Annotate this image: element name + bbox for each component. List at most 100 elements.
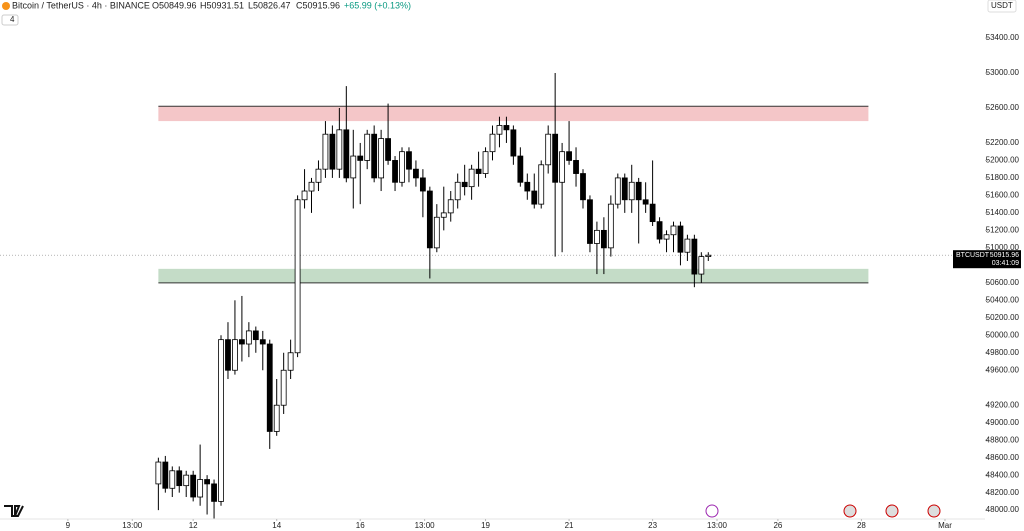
y-tick-label: 52200.00 xyxy=(986,138,1020,147)
candle-body xyxy=(642,199,649,205)
candle-body xyxy=(531,190,538,205)
candle-body xyxy=(218,339,224,502)
candle-body xyxy=(552,133,559,183)
y-tick-label: 53400.00 xyxy=(986,33,1020,42)
x-tick-label: 26 xyxy=(773,521,782,530)
candle-body xyxy=(545,133,552,166)
candle-body xyxy=(587,199,593,244)
y-tick-label: 49800.00 xyxy=(986,348,1020,357)
logo xyxy=(4,505,24,517)
candle-body xyxy=(440,212,447,218)
currency: USDT xyxy=(991,1,1013,10)
candle-body xyxy=(204,479,210,485)
ohlc-low: L50826.47 xyxy=(248,0,291,10)
y-tick-label: 52000.00 xyxy=(986,156,1020,165)
candle-body xyxy=(607,203,614,249)
candle-body xyxy=(245,330,252,345)
candle-body xyxy=(294,199,301,354)
candle-body xyxy=(308,181,315,192)
flag-icon[interactable] xyxy=(885,504,899,518)
candle-body xyxy=(419,177,426,192)
candle-body xyxy=(197,479,204,498)
x-tick-label: 13:00 xyxy=(122,521,143,530)
candle-body xyxy=(475,168,482,174)
zone xyxy=(158,268,869,283)
candle-body xyxy=(538,164,545,205)
ohlc-change: +65.99 (+0.13%) xyxy=(344,0,411,10)
x-tick-label: 19 xyxy=(481,521,490,530)
candle-body xyxy=(503,125,510,131)
candle-body xyxy=(183,474,190,487)
y-tick-label: 49600.00 xyxy=(986,365,1020,374)
candle-body xyxy=(364,133,371,161)
candle-body xyxy=(433,216,440,249)
indicator-count: 4 xyxy=(10,15,15,24)
candle-body xyxy=(273,404,280,432)
x-tick-label: 13:00 xyxy=(415,521,436,530)
y-tick-label: 51200.00 xyxy=(986,225,1020,234)
candle-body xyxy=(162,461,169,489)
x-tick-label: 12 xyxy=(189,521,198,530)
candle-body xyxy=(266,343,273,432)
candle-body xyxy=(392,160,398,183)
zone xyxy=(158,106,869,122)
y-tick-label: 48800.00 xyxy=(986,435,1020,444)
candle-body xyxy=(705,254,712,257)
candle-body xyxy=(238,339,245,345)
event-icon[interactable] xyxy=(705,504,719,518)
y-tick-label: 50600.00 xyxy=(986,278,1020,287)
x-tick-label: 23 xyxy=(648,521,657,530)
candle-body xyxy=(378,138,385,179)
x-tick-label: 13:00 xyxy=(707,521,728,530)
price-countdown: 03:41:09 xyxy=(992,260,1019,267)
candle-body xyxy=(259,339,266,345)
candle-body xyxy=(176,470,183,487)
candle-body xyxy=(454,181,461,201)
candle-body xyxy=(691,238,698,275)
candle-body xyxy=(287,352,294,371)
candle-body xyxy=(496,125,503,135)
candle-body xyxy=(635,181,642,201)
y-tick-label: 53000.00 xyxy=(986,68,1020,77)
x-tick-label: Mar xyxy=(938,521,952,530)
candle-body xyxy=(684,238,691,253)
candle-body xyxy=(621,177,628,201)
x-tick-label: 21 xyxy=(565,521,574,530)
candle-body xyxy=(252,330,259,341)
x-tick-label: 28 xyxy=(857,521,866,530)
candle-body xyxy=(315,168,322,183)
candle-body xyxy=(385,138,391,161)
candle-body xyxy=(329,133,336,170)
ohlc-high: H50931.51 xyxy=(200,0,244,10)
candle-body xyxy=(614,177,621,205)
ohlc-close: C50915.96 xyxy=(296,0,340,10)
y-tick-label: 50000.00 xyxy=(986,330,1020,339)
candle-body xyxy=(489,133,496,153)
candle-body xyxy=(580,173,586,201)
y-tick-label: 51400.00 xyxy=(986,208,1020,217)
candle-body xyxy=(447,199,454,214)
x-tick-label: 14 xyxy=(272,521,281,530)
candle-body xyxy=(350,155,357,179)
candle-body xyxy=(225,339,231,371)
candle-body xyxy=(336,129,343,170)
candle-body xyxy=(510,129,517,157)
y-tick-label: 49000.00 xyxy=(986,418,1020,427)
candle-body xyxy=(357,155,364,161)
candle-body xyxy=(232,339,238,371)
candle-body xyxy=(343,129,350,179)
flag-icon[interactable] xyxy=(843,504,857,518)
y-tick-label: 48600.00 xyxy=(986,453,1020,462)
y-tick-label: 48400.00 xyxy=(986,470,1020,479)
candle-body xyxy=(698,256,705,275)
ohlc-open: O50849.96 xyxy=(152,0,197,10)
candle-body xyxy=(155,461,162,485)
candle-body xyxy=(406,151,412,170)
y-tick-label: 51600.00 xyxy=(986,191,1020,200)
candle-body xyxy=(211,483,217,502)
currency-button[interactable] xyxy=(987,0,1017,13)
candle-body xyxy=(628,181,635,201)
indicator-toggle[interactable] xyxy=(1,14,19,26)
candle-body xyxy=(663,234,670,240)
flag-icon[interactable] xyxy=(927,504,941,518)
